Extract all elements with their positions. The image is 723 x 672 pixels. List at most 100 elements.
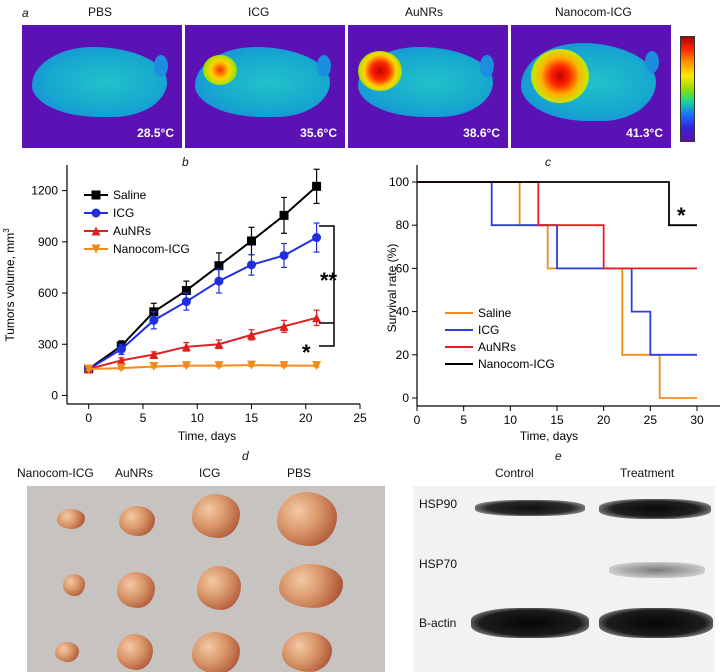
data-point	[214, 261, 224, 271]
legend-label: ICG	[478, 323, 499, 337]
data-point	[279, 361, 289, 371]
annotation-double-star: **	[320, 268, 338, 293]
thermal-image-pbs: 28.5°C	[22, 25, 182, 148]
y-tick-label: 20	[396, 348, 410, 362]
tumor	[192, 632, 240, 672]
heat-spot	[531, 49, 589, 103]
data-point	[246, 260, 256, 270]
series-nanocom-icg	[84, 360, 322, 374]
y-tick-label: 900	[38, 235, 58, 249]
tumor	[192, 494, 240, 538]
y-tick-label: 1200	[31, 184, 58, 198]
temperature-nanocom-icg: 41.3°C	[626, 126, 663, 140]
tumor	[282, 632, 332, 672]
tumor	[63, 574, 85, 596]
temperature-color-scale	[680, 36, 695, 142]
x-tick-label: 15	[550, 413, 564, 427]
mouse-ear	[645, 51, 659, 73]
data-point	[279, 250, 289, 260]
blot-row-hsp90: HSP90	[419, 497, 458, 511]
band-hsp90-treatment	[599, 499, 711, 519]
x-tick-label: 5	[140, 411, 147, 425]
data-point	[214, 276, 224, 286]
data-point	[246, 360, 256, 370]
x-tick-label: 25	[353, 411, 367, 425]
tumor	[119, 506, 155, 536]
y-tick-label: 100	[389, 175, 409, 189]
axes	[416, 165, 720, 407]
x-tick-label: 0	[85, 411, 92, 425]
photo-label-aunrs: AuNRs	[115, 466, 154, 480]
blot-row-b-actin: B-actin	[419, 616, 457, 630]
temperature-pbs: 28.5°C	[137, 126, 174, 140]
thermal-image-icg: 35.6°C	[185, 25, 345, 148]
data-point	[246, 330, 256, 340]
x-tick-label: 30	[690, 413, 704, 427]
tumor	[117, 634, 153, 670]
x-tick-label: 0	[414, 413, 421, 427]
data-point	[181, 361, 191, 371]
x-tick-label: 5	[460, 413, 467, 427]
data-point	[279, 210, 289, 220]
legend-label: Nanocom-ICG	[113, 242, 190, 256]
x-axis-label: Time, days	[520, 429, 578, 443]
mouse-ear	[317, 55, 331, 77]
y-tick-label: 60	[396, 261, 410, 275]
tumor-photo	[27, 486, 385, 672]
mouse-silhouette	[32, 47, 167, 117]
x-tick-label: 15	[245, 411, 259, 425]
tumor	[197, 566, 241, 610]
series-icg	[84, 222, 322, 374]
photo-label-icg: ICG	[199, 466, 221, 480]
y-tick-label: 300	[38, 337, 58, 351]
mouse-ear	[154, 55, 168, 77]
series-nanocom-icg	[417, 181, 697, 227]
photo-label-pbs: PBS	[287, 466, 312, 480]
series-line	[88, 185, 318, 370]
legend-marker	[91, 226, 101, 236]
legend-label: ICG	[113, 206, 134, 220]
legend-label: AuNRs	[113, 224, 151, 238]
blot-column-treatment: Treatment	[620, 466, 675, 480]
thermal-label-pbs: PBS	[88, 5, 113, 19]
series-line	[88, 316, 317, 370]
y-axis-label-superscript: 3	[2, 228, 11, 233]
tumor	[57, 509, 85, 529]
data-point	[116, 355, 126, 365]
panel-letter-b: b	[182, 155, 189, 169]
x-tick-label: 10	[191, 411, 205, 425]
legend-label: Nanocom-ICG	[478, 357, 555, 371]
tumor-volume-chart: 0 5 10 15 20 25 0 300 600 900 1200 Saline ICG AuNRs N…	[2, 165, 367, 443]
annotation-single-star: *	[302, 340, 311, 365]
photo-label-nanocom-icg: Nanocom-ICG	[17, 466, 94, 480]
annotation-survival-star: *	[677, 203, 686, 228]
tumor	[117, 572, 155, 608]
thermal-label-aunrs: AuNRs	[405, 5, 444, 19]
data-point	[116, 344, 126, 354]
data-point	[312, 233, 322, 243]
band-b-actin-treatment	[599, 608, 713, 638]
panel-letter-a: a	[22, 6, 29, 20]
mouse-ear	[480, 55, 494, 77]
tumor	[55, 642, 79, 662]
temperature-icg: 35.6°C	[300, 126, 337, 140]
data-point	[312, 313, 322, 323]
y-tick-label: 40	[396, 305, 410, 319]
series-line	[88, 364, 317, 371]
heat-spot	[358, 51, 402, 91]
heat-spot	[203, 55, 237, 85]
thermal-image-nanocom-icg: 41.3°C	[511, 25, 671, 148]
data-point	[312, 181, 322, 191]
data-point	[246, 236, 256, 246]
data-point	[116, 363, 126, 373]
thermal-label-nanocom-icg: Nanocom-ICG	[555, 5, 632, 19]
data-point	[214, 361, 224, 371]
legend-marker	[91, 244, 101, 254]
legend: Saline ICG AuNRs Nanocom-ICG	[84, 188, 190, 256]
tumor	[279, 564, 343, 608]
survival-chart: 0 5 10 15 20 25 30 0 20 40 60 80 100 Saline ICG AuNRs N…	[385, 165, 720, 443]
significance-brackets: ** *	[302, 225, 338, 365]
temperature-aunrs: 38.6°C	[463, 126, 500, 140]
data-point	[279, 321, 289, 331]
data-point	[84, 364, 94, 374]
